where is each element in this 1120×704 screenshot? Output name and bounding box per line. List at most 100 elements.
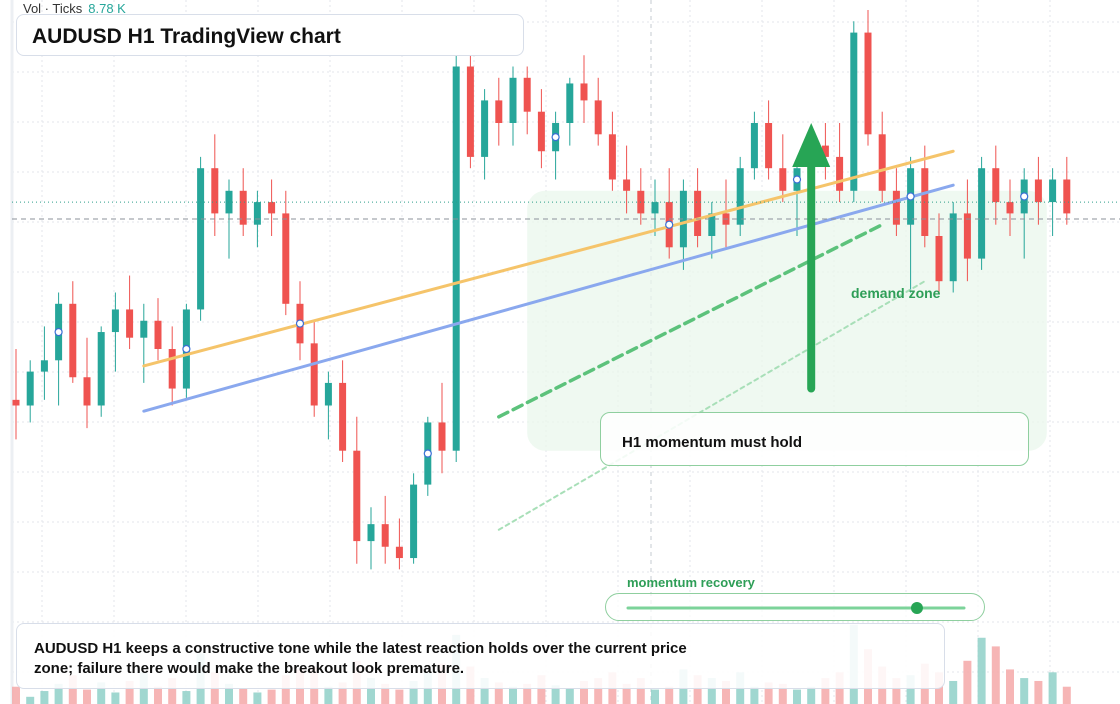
trendline-blue <box>142 183 955 413</box>
anchor-point <box>1020 192 1029 201</box>
volume-bar <box>906 675 915 704</box>
candle-bullish <box>253 202 261 225</box>
momentum-callout[interactable]: H1 momentum must hold <box>600 412 1029 466</box>
anchor-point <box>182 344 191 354</box>
volume-bar <box>977 637 986 704</box>
candle-bearish <box>864 32 872 135</box>
candle-bullish <box>1049 179 1057 203</box>
candle-bearish <box>395 546 403 559</box>
demand-zone-shading <box>527 190 1047 451</box>
analysis-note: AUDUSD H1 keeps a constructive tone whil… <box>34 640 687 677</box>
candle-bearish <box>1006 202 1014 214</box>
volume-bar <box>509 686 517 704</box>
candle-bullish <box>481 100 489 157</box>
volume-label: Vol · Ticks <box>23 1 83 16</box>
volume-bar <box>949 680 958 704</box>
volume-bar <box>963 660 972 704</box>
candle-bullish <box>452 66 460 451</box>
candle-bearish <box>12 399 20 406</box>
candle-bearish <box>69 303 77 378</box>
candle-bearish <box>339 382 347 451</box>
volume-bar <box>40 691 49 704</box>
volume-bar <box>892 678 901 704</box>
volume-bar <box>97 682 106 704</box>
volume-bar <box>182 691 191 704</box>
candle-bearish <box>836 156 844 191</box>
candle-bullish <box>509 77 517 123</box>
volume-bar <box>12 686 20 704</box>
candle-bearish <box>268 202 276 214</box>
volume-bar <box>665 686 674 704</box>
volume-bar <box>594 678 603 704</box>
candle-bearish <box>154 320 162 349</box>
analysis-note-box: AUDUSD H1 keeps a constructive tone whil… <box>16 623 945 689</box>
candle-bearish <box>1034 179 1042 203</box>
callout-text: H1 momentum must hold <box>622 434 803 451</box>
volume-bar <box>1048 672 1057 704</box>
candle-bullish <box>410 484 418 559</box>
volume-bar <box>1020 678 1029 704</box>
volume-bar <box>239 688 248 704</box>
drawing-overlays <box>12 123 1120 531</box>
volume-bar <box>409 680 418 704</box>
volume-bar <box>651 689 659 704</box>
candle-bearish <box>126 309 134 338</box>
candle-bearish <box>623 179 631 191</box>
volume-bar <box>267 689 276 704</box>
volume-bar <box>778 683 787 704</box>
momentum-slider[interactable] <box>605 593 985 621</box>
candle-bearish <box>310 343 318 406</box>
candle-bearish <box>935 236 943 282</box>
candle-bearish <box>168 349 176 389</box>
volume-bar <box>722 680 730 704</box>
momentum-slider-knob[interactable] <box>910 602 923 614</box>
candle-bullish <box>97 332 105 406</box>
trendline-orange <box>142 149 955 368</box>
candle-bearish <box>892 190 900 225</box>
candle-bearish <box>83 377 91 406</box>
volume-bar <box>537 675 546 704</box>
volume-bar <box>225 683 233 704</box>
dashed-trendline-green <box>497 222 884 419</box>
candle-bullish <box>111 309 119 333</box>
volume-bar <box>68 675 77 704</box>
volume-bar <box>565 688 574 704</box>
volume-bar <box>168 678 177 704</box>
candle-bearish <box>523 77 531 112</box>
volume-bar <box>991 646 1000 704</box>
volume-bar <box>281 675 290 704</box>
volume-bar <box>125 680 134 704</box>
candle-bearish <box>1063 179 1071 214</box>
volume-bar <box>381 683 390 704</box>
volume-bar <box>324 686 333 704</box>
candle-bullish <box>367 524 375 542</box>
volume-bar <box>636 678 645 704</box>
candle-bearish <box>821 145 829 157</box>
candle-bearish <box>282 213 290 304</box>
volume-bar <box>1034 680 1043 704</box>
volume-bar <box>1006 669 1014 704</box>
candle-bullish <box>708 213 716 236</box>
anchor-point <box>665 220 674 229</box>
candle-bearish <box>438 422 446 451</box>
volume-bar <box>54 683 63 704</box>
volume-value: 8.78 K <box>88 1 126 16</box>
candle-bearish <box>594 100 602 135</box>
candle-bearish <box>381 524 389 547</box>
candle-bearish <box>765 123 773 169</box>
volume-bar <box>83 689 91 704</box>
anchor-point <box>423 449 432 458</box>
volume-bar <box>622 683 631 704</box>
candle-bearish <box>992 168 1000 203</box>
volume-bar <box>494 682 503 704</box>
candle-bullish <box>324 382 332 406</box>
volume-bar <box>580 680 588 704</box>
candle-bearish <box>495 100 503 123</box>
volume-bar <box>1062 686 1071 704</box>
momentum-label: momentum recovery <box>627 575 755 590</box>
volume-bar <box>253 692 262 704</box>
candle-bullish <box>566 83 574 123</box>
momentum-arrow-head <box>792 123 831 167</box>
candle-bullish <box>679 190 687 248</box>
